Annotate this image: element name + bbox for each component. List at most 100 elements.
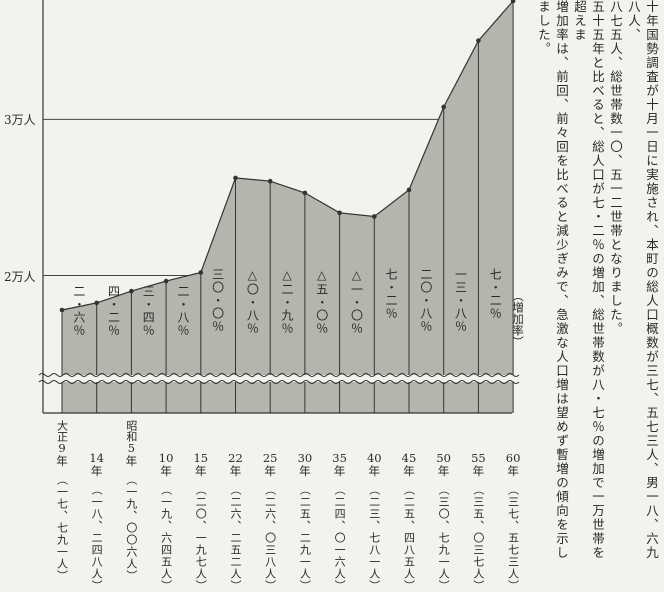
x-label-era-2: 昭和 xyxy=(124,420,138,442)
x-label-population-8: （二四、〇一六人） xyxy=(333,484,347,592)
data-point-2 xyxy=(129,288,134,294)
axis-break-wave-top xyxy=(38,373,520,377)
growth-rate-5: △〇・八％ xyxy=(245,268,260,335)
data-point-7 xyxy=(302,190,308,196)
x-label-year-suffix-3: 年 xyxy=(160,464,172,478)
x-label-year-suffix-13: 年 xyxy=(507,464,519,478)
x-label-year-10: 45 xyxy=(401,451,417,465)
data-point-13 xyxy=(510,0,516,4)
x-label-year-suffix-4: 年 xyxy=(195,464,207,478)
x-label-year-0: 9 xyxy=(58,441,66,455)
y-tick-label-0: 3万人 xyxy=(4,113,36,128)
x-label-population-3: （一九、六四五人） xyxy=(159,484,173,592)
data-point-9 xyxy=(372,214,377,219)
x-label-population-9: （二三、七八一人） xyxy=(367,484,381,592)
description-line-1: 十年国勢調査が十月一日に実施され、本町の総人口概数が三七、五七三人、男一八、六九… xyxy=(626,0,659,560)
axis-break-wave-bottom xyxy=(38,380,520,384)
x-label-year-8: 35 xyxy=(332,451,347,465)
population-points xyxy=(59,0,516,313)
x-label-population-13: （三七、五七三人） xyxy=(506,484,520,592)
x-label-population-2: （一九、〇〇六人） xyxy=(124,474,138,582)
data-point-11 xyxy=(441,104,447,110)
x-label-population-6: （二六、〇三八人） xyxy=(263,484,277,592)
x-label-3: 10 年 （一九、六四五人） xyxy=(159,452,174,592)
x-label-population-4: （二〇、一九七人） xyxy=(194,484,208,592)
x-label-year-suffix-1: 年 xyxy=(90,464,103,478)
growth-rate-9: 七・二％ xyxy=(384,268,399,320)
growth-rate-4: 三〇・〇％ xyxy=(210,268,225,333)
x-label-era-0: 大正 xyxy=(55,420,69,442)
x-label-population-11: （三〇、七九一人） xyxy=(437,484,451,592)
x-label-population-12: （三五、〇三七人） xyxy=(471,484,485,592)
x-label-6: 25 年 （二六、〇三八人） xyxy=(263,452,278,592)
x-label-year-6: 25 xyxy=(262,451,278,465)
growth-rate-3: 二・八％ xyxy=(175,285,190,337)
growth-rate-7: △五・〇％ xyxy=(314,268,329,335)
axis-break-gap xyxy=(39,375,520,382)
x-label-4: 15 年 （二〇、一九七人） xyxy=(193,452,208,592)
x-label-population-10: （二五、四八五人） xyxy=(402,484,416,592)
x-label-population-7: （二五、二九一人） xyxy=(298,484,312,592)
x-label-2: 昭和 5 年 （一九、〇〇六人） xyxy=(118,420,144,582)
description-line-3: 五十五年と比べると、総人口が七・二％の増加、総世帯数が八・七％の増加で一万世帯を… xyxy=(572,0,605,560)
x-label-year-4: 15 xyxy=(193,451,209,465)
x-label-year-suffix-7: 年 xyxy=(299,464,311,478)
description-line-2: 八七五人、総世帯数一〇、五一二世帯となりました。 xyxy=(608,0,623,336)
y-tick-label-1: 2万人 xyxy=(4,269,36,284)
data-point-8 xyxy=(337,210,342,216)
x-label-12: 55 年 （三五、〇三七人） xyxy=(471,452,486,592)
data-point-5 xyxy=(233,175,238,181)
growth-rate-0: 二・六％ xyxy=(71,285,86,337)
growth-rate-2: 三・四％ xyxy=(141,285,156,337)
x-label-population-1: （一八、二四八人） xyxy=(90,484,104,592)
data-point-6 xyxy=(267,178,273,184)
population-area xyxy=(62,1,514,413)
data-point-3 xyxy=(163,278,169,284)
axis-break xyxy=(38,373,520,384)
x-label-year-5: 22 xyxy=(228,451,243,465)
x-label-year-suffix-0: 年 xyxy=(56,454,68,468)
x-label-population-0: （一七、七九一人） xyxy=(55,474,69,582)
x-label-year-suffix-8: 年 xyxy=(333,464,346,478)
x-label-year-suffix-6: 年 xyxy=(264,464,276,478)
x-label-year-suffix-12: 年 xyxy=(472,464,485,478)
x-label-10: 45 年 （二五、四八五人） xyxy=(402,452,417,592)
data-point-4 xyxy=(198,270,204,275)
x-label-year-suffix-11: 年 xyxy=(437,464,450,478)
x-label-year-7: 30 xyxy=(297,451,313,465)
population-chart xyxy=(38,0,520,414)
x-label-5: 22 年 （二六、二五二人） xyxy=(228,452,243,592)
growth-rate-10: 二〇・八％ xyxy=(418,268,433,333)
x-label-0: 大正 9 年 （一七、七九一人） xyxy=(49,420,75,582)
x-label-year-1: 14 xyxy=(89,451,105,465)
description-line-4: 増加率は、前回、前々回を比べると減少ぎみで、急激な人口増は望めず暫増の傾向を示し… xyxy=(536,0,569,560)
data-point-0 xyxy=(59,307,65,313)
growth-rate-1: 四・二％ xyxy=(106,285,121,337)
x-label-8: 35 年 （二四、〇一六人） xyxy=(332,452,347,592)
x-label-year-suffix-10: 年 xyxy=(403,464,415,478)
growth-rate-11: 一三・八％ xyxy=(453,268,468,333)
x-label-year-suffix-2: 年 xyxy=(125,454,138,468)
x-label-year-13: 60 xyxy=(505,451,521,465)
census-description: 十年国勢調査が十月一日に実施され、本町の総人口概数が三七、五七三人、男一八、六九… xyxy=(534,0,660,560)
x-label-11: 50 年 （三〇、七九一人） xyxy=(436,452,451,592)
growth-rate-12: 七・二％ xyxy=(488,268,503,320)
x-label-7: 30 年 （二五、二九一人） xyxy=(298,452,313,592)
x-label-year-3: 10 xyxy=(158,451,174,465)
data-point-1 xyxy=(94,300,99,306)
data-point-10 xyxy=(406,187,412,193)
x-label-year-2: 5 xyxy=(127,441,136,455)
growth-rate-6: △二・九％ xyxy=(280,268,295,335)
x-label-year-suffix-5: 年 xyxy=(229,464,242,478)
growth-rate-legend: （増加率） xyxy=(511,290,525,348)
x-label-year-suffix-9: 年 xyxy=(368,464,381,478)
x-label-1: 14 年 （一八、二四八人） xyxy=(89,452,104,592)
x-label-year-9: 40 xyxy=(366,451,382,465)
population-line xyxy=(61,0,514,311)
x-label-year-12: 55 xyxy=(471,451,486,465)
x-label-year-11: 50 xyxy=(436,451,452,465)
x-label-9: 40 年 （二三、七八一人） xyxy=(367,452,382,592)
data-point-12 xyxy=(476,38,481,43)
x-label-population-5: （二六、二五二人） xyxy=(228,484,242,592)
growth-rate-8: △一・〇％ xyxy=(349,268,364,335)
